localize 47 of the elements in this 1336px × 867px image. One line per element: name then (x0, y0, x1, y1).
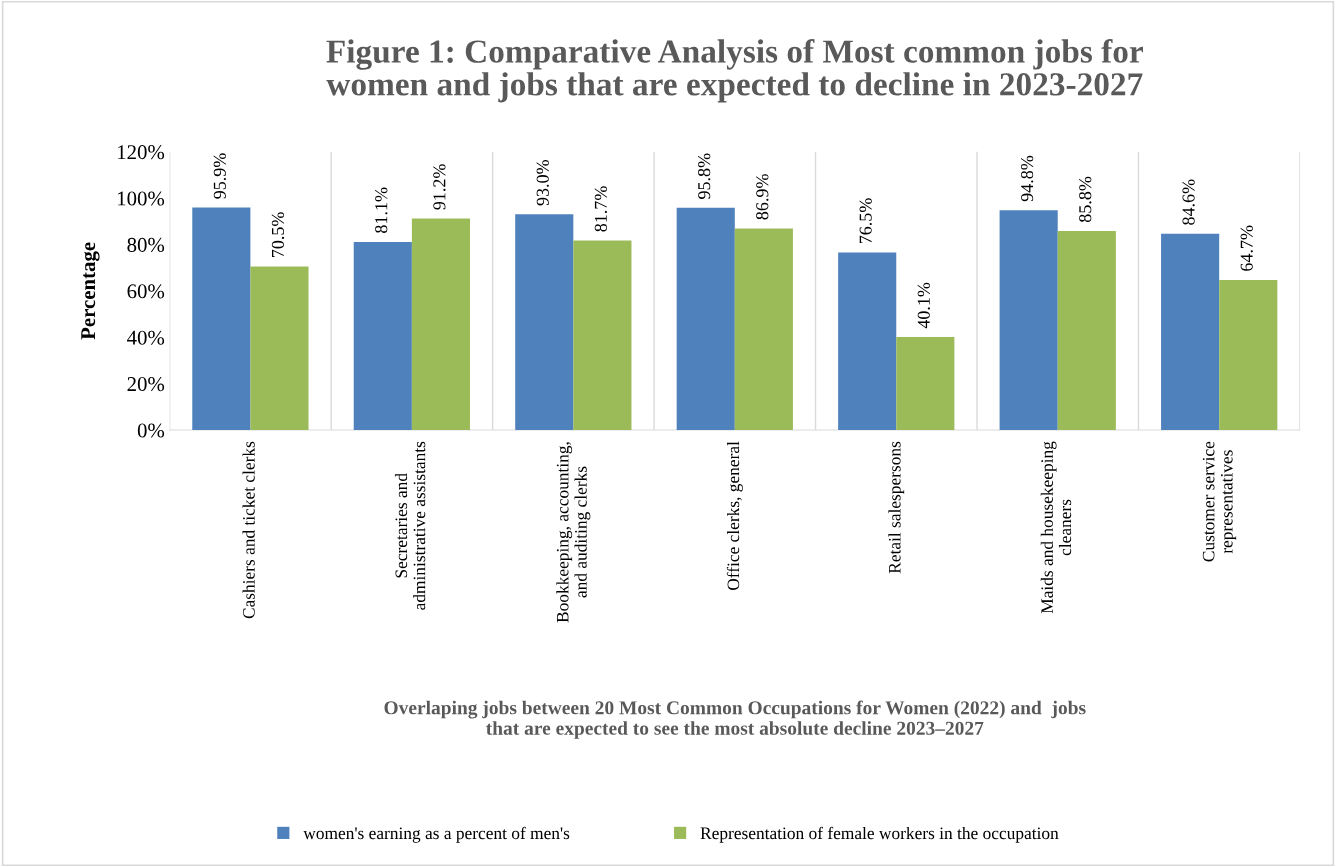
y-tick-label: 120% (118, 145, 165, 160)
data-label: 81.7% (594, 186, 607, 232)
x-tick-label: Cashiers and ticket clerks (242, 441, 255, 619)
y-tick-label: 100% (118, 191, 165, 206)
data-label: 86.9% (756, 174, 769, 220)
y-tick-label: 60% (127, 284, 165, 299)
y-tick-label: 40% (127, 330, 165, 345)
x-tick-label: Maids and housekeeping cleaners (1040, 441, 1072, 614)
bar (999, 210, 1058, 431)
x-tick-label: Retail salespersons (888, 441, 905, 574)
x-tick-label: Customer service representatives (1202, 441, 1237, 562)
bar (1161, 233, 1220, 431)
bar (838, 252, 897, 431)
bar (353, 241, 412, 431)
y-tick-label: 80% (127, 237, 165, 252)
data-label: 93.0% (536, 159, 549, 206)
x-tick-label: Secretaries and administrative assistants (394, 441, 426, 610)
bar (192, 207, 251, 431)
bar (515, 214, 574, 431)
data-label: 81.1% (375, 187, 388, 233)
y-axis-title: Percentage (81, 242, 100, 340)
data-label: 76.5% (859, 198, 872, 244)
bar (1057, 231, 1116, 431)
data-label: 64.7% (1240, 225, 1253, 271)
bar (1219, 279, 1278, 431)
y-tick-label: 0% (137, 423, 165, 438)
legend-label: Representation of female workers in the occupation (700, 826, 1059, 843)
data-label: 95.9% (213, 153, 226, 199)
x-axis-title: Overlaping jobs between 20 Most Common Occupations for Women (2022) and jobs that are expected to see the most absolute decline 2023–2027 (384, 700, 1086, 739)
data-label: 40.1% (917, 282, 930, 329)
y-tick-label: 20% (127, 377, 165, 392)
data-label: 70.5% (271, 212, 285, 257)
bar (573, 240, 632, 431)
bar (676, 207, 735, 431)
data-label: 91.2% (433, 164, 446, 210)
x-tick-label: Office clerks, general (726, 441, 743, 591)
data-label: 85.8% (1079, 176, 1092, 223)
x-tick-label: Bookkeeping, accounting, and auditing clerks (556, 442, 591, 623)
chart-title: Figure 1: Comparative Analysis of Most common jobs for women and jobs that are expected to decline in 2023-2027 (326, 39, 1144, 103)
legend-label: women's earning as a percent of men's (303, 826, 570, 843)
bar (896, 337, 955, 431)
bar (411, 218, 470, 431)
bar (734, 228, 793, 431)
data-label: 84.6% (1182, 179, 1195, 225)
data-label: 94.8% (1021, 155, 1034, 202)
bar (250, 266, 309, 431)
data-label: 95.8% (698, 153, 711, 199)
